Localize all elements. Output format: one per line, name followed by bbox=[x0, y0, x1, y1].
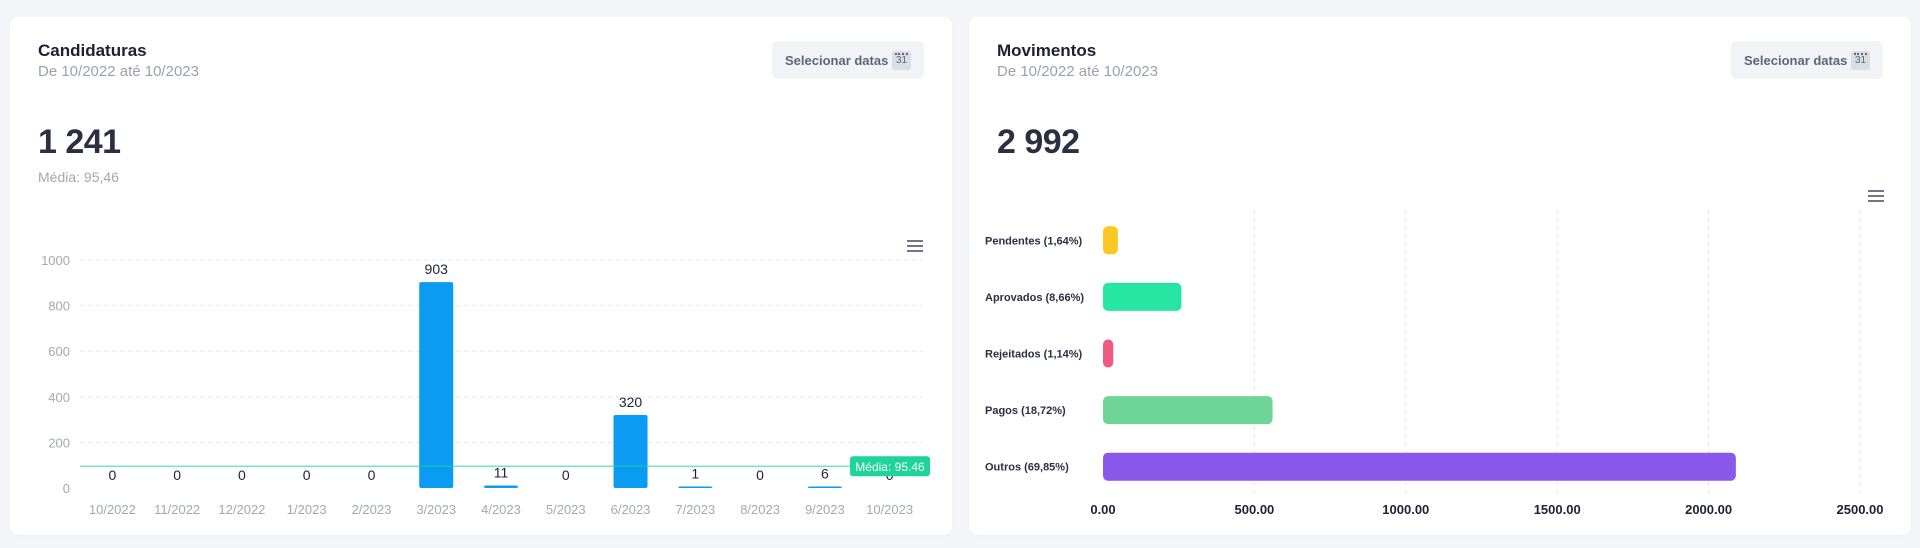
average-text: Média: 95,46 bbox=[38, 169, 119, 185]
candidaturas-card: Candidaturas De 10/2022 até 10/2023 Sele… bbox=[10, 17, 952, 535]
x-tick-label: 8/2023 bbox=[740, 502, 780, 517]
data-label: 320 bbox=[619, 394, 643, 410]
y-tick-label: 1000 bbox=[41, 253, 70, 268]
x-tick-label: 500.00 bbox=[1235, 502, 1275, 517]
date-range-subtitle: De 10/2022 até 10/2023 bbox=[38, 63, 199, 80]
data-label: 0 bbox=[173, 467, 181, 483]
x-tick-label: 2/2023 bbox=[352, 502, 392, 517]
data-label: 11 bbox=[494, 464, 509, 480]
card-title: Movimentos bbox=[997, 41, 1097, 60]
bar bbox=[419, 282, 454, 488]
y-category-label: Pagos (18,72%) bbox=[985, 405, 1066, 417]
average-badge bbox=[850, 456, 930, 477]
select-dates-label: Selecionar datas bbox=[785, 52, 889, 68]
x-tick-label: 9/2023 bbox=[805, 502, 845, 517]
x-tick-label: 0.00 bbox=[1090, 502, 1115, 517]
movimentos-card: Movimentos De 10/2022 até 10/2023 Seleci… bbox=[969, 17, 1911, 535]
y-tick-label: 600 bbox=[48, 344, 70, 359]
bar bbox=[807, 486, 842, 488]
x-tick-label: 1/2023 bbox=[287, 502, 327, 517]
x-tick-label: 1000.00 bbox=[1382, 502, 1429, 517]
x-tick-label: 7/2023 bbox=[675, 502, 715, 517]
select-dates-label: Selecionar datas bbox=[1744, 52, 1848, 68]
data-label: 0 bbox=[238, 467, 246, 483]
select-dates-button[interactable]: Selecionar datas 31 bbox=[772, 41, 924, 79]
bar bbox=[484, 485, 518, 488]
data-label: 0 bbox=[756, 467, 764, 483]
total-count: 1 241 bbox=[38, 123, 121, 161]
y-tick-label: 0 bbox=[63, 481, 70, 496]
x-tick-label: 10/2023 bbox=[866, 502, 913, 517]
y-category-label: Rejeitados (1,14%) bbox=[985, 349, 1083, 361]
bar bbox=[1103, 226, 1118, 255]
date-range-subtitle: De 10/2022 até 10/2023 bbox=[997, 63, 1158, 80]
bar bbox=[1103, 339, 1114, 368]
bar bbox=[1103, 452, 1736, 481]
y-category-label: Aprovados (8,66%) bbox=[985, 292, 1084, 304]
x-tick-label: 3/2023 bbox=[416, 502, 456, 517]
x-tick-label: 11/2022 bbox=[154, 502, 200, 517]
y-tick-label: 400 bbox=[48, 390, 70, 405]
y-category-label: Outros (69,85%) bbox=[985, 462, 1069, 474]
total-count: 2 992 bbox=[997, 123, 1080, 161]
bar bbox=[613, 415, 648, 488]
x-tick-label: 10/2022 bbox=[89, 502, 136, 517]
data-label: 0 bbox=[108, 467, 116, 483]
x-tick-label: 2500.00 bbox=[1837, 502, 1884, 517]
calendar-icon: 31 bbox=[892, 51, 911, 70]
y-tick-label: 200 bbox=[48, 435, 70, 450]
bar bbox=[1103, 282, 1182, 311]
data-label: 6 bbox=[821, 466, 829, 482]
y-tick-label: 800 bbox=[48, 299, 70, 314]
chart-menu-icon[interactable] bbox=[1868, 190, 1884, 202]
x-tick-label: 4/2023 bbox=[481, 502, 521, 517]
average-badge-label: Média: 95.46 bbox=[855, 460, 925, 474]
movimentos-bar-chart: 0.00 500.00 1000.00 1500.00 2000.00 2500.00 Pe… bbox=[985, 210, 1884, 517]
x-tick-label: 2000.00 bbox=[1685, 502, 1732, 517]
calendar-icon: 31 bbox=[1851, 51, 1870, 70]
card-title: Candidaturas bbox=[38, 41, 147, 60]
data-label: 1 bbox=[691, 466, 699, 482]
x-tick-label: 1500.00 bbox=[1534, 502, 1581, 517]
data-label: 0 bbox=[368, 467, 376, 483]
candidaturas-bar-chart: 02004006008001000010/2022011/2022012/202… bbox=[41, 253, 930, 517]
x-tick-label: 12/2022 bbox=[218, 502, 265, 517]
y-category-label: Pendentes (1,64%) bbox=[985, 235, 1083, 247]
chart-menu-icon[interactable] bbox=[907, 240, 923, 252]
bar bbox=[678, 486, 713, 488]
data-label: 0 bbox=[303, 467, 311, 483]
select-dates-button[interactable]: Selecionar datas 31 bbox=[1731, 41, 1883, 79]
x-tick-label: 6/2023 bbox=[611, 502, 651, 517]
data-label: 0 bbox=[562, 467, 570, 483]
bar bbox=[1103, 396, 1273, 425]
data-label: 903 bbox=[425, 261, 449, 277]
x-tick-label: 5/2023 bbox=[546, 502, 586, 517]
